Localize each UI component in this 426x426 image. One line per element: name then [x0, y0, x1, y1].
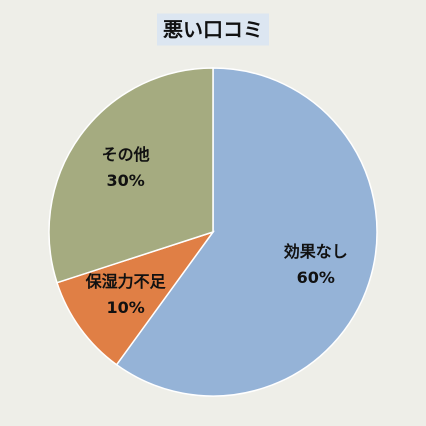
slice-label: その他: [102, 145, 150, 164]
value-label: 30%: [106, 171, 144, 190]
value-label: 60%: [297, 268, 335, 287]
pie-slice: [115, 67, 378, 397]
chart-title: 悪い口コミ: [163, 18, 263, 42]
slice-label: 効果なし: [284, 242, 348, 261]
pie-slice: [56, 230, 215, 366]
slice-label: 保湿力不足: [85, 272, 167, 291]
value-label: 10%: [106, 298, 144, 317]
title-box: [157, 13, 269, 46]
pie-slice: [48, 67, 214, 284]
